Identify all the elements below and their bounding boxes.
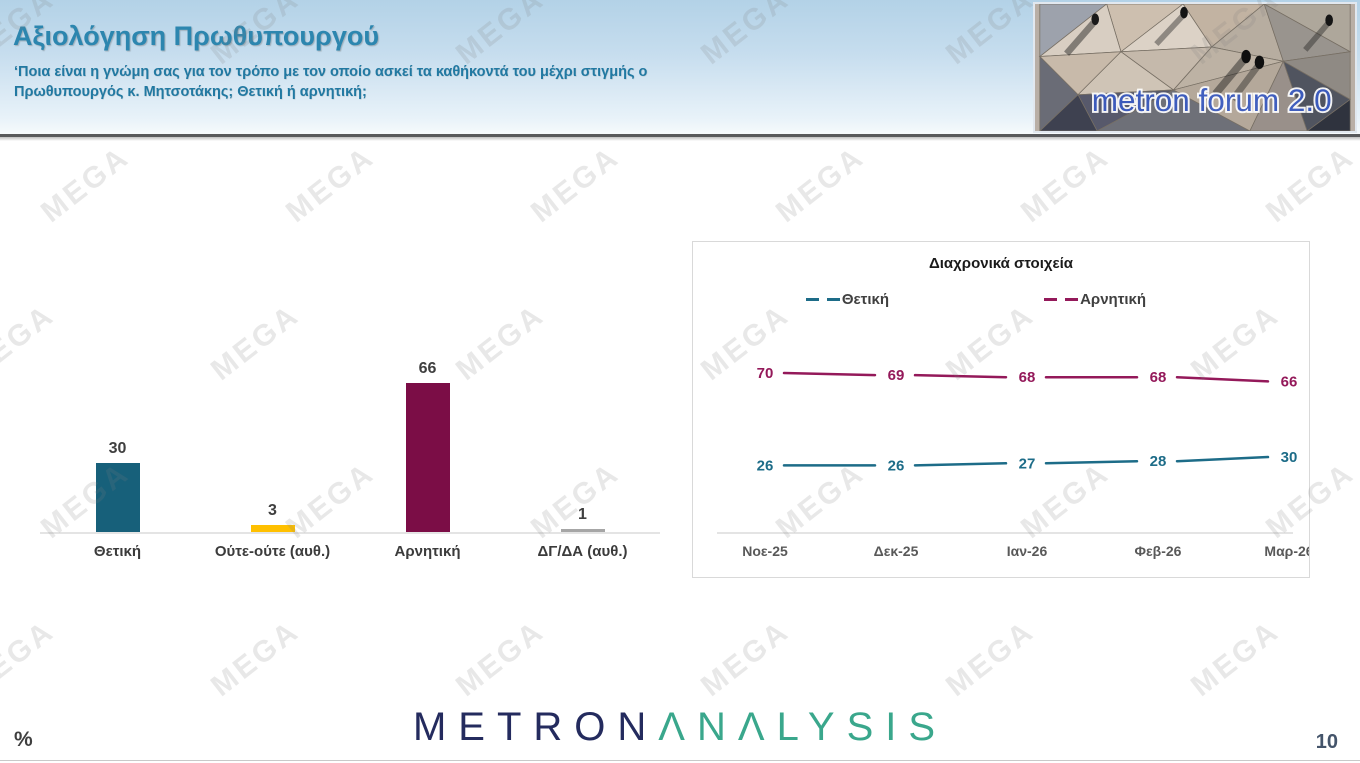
trend-chart-title: Διαχρονικά στοιχεία bbox=[928, 255, 1074, 272]
trend-chart-panel: Νοε-25 Δεκ-25 Ιαν-26 Φεβ-26 Μαρ-26 26 26 27 28 30… bbox=[692, 241, 1310, 578]
data-point-label: 27 bbox=[1019, 455, 1036, 472]
bar-value-label: 3 bbox=[268, 502, 277, 520]
header: Αξιολόγηση Πρωθυπουργού ‘Ποια είναι η γν… bbox=[0, 0, 1360, 134]
line-segment bbox=[1175, 455, 1270, 463]
subtitle-line-2: Πρωθυπουργός κ. Μητσοτάκης; Θετική ή αρν… bbox=[14, 84, 367, 100]
data-point-label: 66 bbox=[1281, 373, 1298, 390]
bars-row: 30 3 66 1 bbox=[40, 360, 660, 532]
data-point-label: 30 bbox=[1281, 449, 1298, 466]
legend-label: Θετική bbox=[841, 291, 890, 308]
line-chart-svg: Νοε-25 Δεκ-25 Ιαν-26 Φεβ-26 Μαρ-26 26 26 27 28 30… bbox=[717, 365, 1309, 559]
plaza-photo-illustration: metron forum 2.0 bbox=[1038, 4, 1352, 131]
bar-column: 1 bbox=[505, 360, 660, 532]
page-number: 10 bbox=[1315, 731, 1338, 753]
line-segment bbox=[1175, 375, 1270, 383]
x-tick-label: Δεκ-25 bbox=[874, 543, 919, 559]
line-segment bbox=[913, 373, 1008, 379]
watermark-text: MEGA bbox=[1185, 614, 1286, 704]
header-divider-line bbox=[0, 134, 1360, 137]
bar bbox=[95, 463, 140, 532]
watermark-text: MEGA bbox=[770, 140, 871, 230]
legend-item: Θετική bbox=[805, 291, 890, 308]
legend-label: Αρνητική bbox=[1080, 291, 1147, 308]
bar-value-label: 66 bbox=[418, 360, 437, 377]
legend-dash-icon bbox=[1044, 298, 1058, 301]
bar-category-label: Θετική bbox=[93, 543, 142, 560]
bar-chart-categories: Θετική Ούτε-ούτε (αυθ.) Αρνητική ΔΓ/ΔΑ (αυθ… bbox=[40, 534, 660, 560]
legend-dash-icon bbox=[826, 298, 840, 301]
bar-chart: 30 3 66 1 Θετική Ούτε-ούτε (αυθ.) Αρνητική ΔΓ/… bbox=[40, 360, 660, 560]
watermark-text: MEGA bbox=[525, 140, 626, 230]
x-tick-label: Φεβ-26 bbox=[1135, 543, 1182, 559]
line-segment bbox=[1044, 459, 1139, 465]
line-segment bbox=[913, 462, 1008, 467]
data-point-label: 26 bbox=[757, 457, 774, 474]
watermark-text: MEGA bbox=[280, 140, 381, 230]
x-tick-label: Νοε-25 bbox=[742, 543, 788, 559]
bar-column: 3 bbox=[195, 360, 350, 532]
data-point-label: 68 bbox=[1150, 369, 1167, 386]
legend-dash-icon bbox=[805, 298, 819, 301]
page-title: Αξιολόγηση Πρωθυπουργού bbox=[13, 21, 380, 51]
bar-value-label: 30 bbox=[108, 440, 127, 457]
bar-chart-axis-line bbox=[40, 532, 660, 534]
watermark-text: MEGA bbox=[1260, 140, 1360, 230]
line-chart-legend: Θετική Αρνητική bbox=[668, 291, 1284, 308]
data-point-label: 69 bbox=[888, 367, 905, 384]
bar bbox=[560, 529, 605, 532]
data-point-label: 70 bbox=[757, 365, 774, 382]
metron-forum-logo-text: metron forum 2.0 bbox=[1092, 82, 1332, 118]
watermark-text: MEGA bbox=[695, 614, 796, 704]
bar-category-label: Αρνητική bbox=[394, 543, 461, 560]
data-point-label: 28 bbox=[1150, 453, 1167, 470]
bar bbox=[250, 525, 295, 532]
bar-value-label: 1 bbox=[578, 506, 587, 523]
watermark-text: MEGA bbox=[1015, 140, 1116, 230]
watermark-text: MEGA bbox=[205, 614, 306, 704]
watermark-text: MEGA bbox=[0, 614, 61, 704]
question-subtitle: ‘Ποια είναι η γνώμη σας για τον τρόπο με… bbox=[14, 62, 647, 102]
x-tick-label: Ιαν-26 bbox=[1007, 543, 1048, 559]
watermark-text: MEGA bbox=[35, 140, 136, 230]
percent-unit-label: % bbox=[14, 728, 33, 751]
line-segment bbox=[782, 371, 877, 377]
footer-divider-line bbox=[0, 760, 1360, 761]
legend-item: Αρνητική bbox=[1044, 291, 1146, 308]
pedestrians bbox=[1064, 6, 1333, 102]
data-point-label: 26 bbox=[888, 457, 905, 474]
metron-forum-logo-image: metron forum 2.0 bbox=[1033, 2, 1357, 133]
watermark-text: MEGA bbox=[940, 614, 1041, 704]
watermark-text: MEGA bbox=[450, 614, 551, 704]
bar-category-label: Ούτε-ούτε (αυθ.) bbox=[214, 543, 331, 560]
metron-analysis-logo-part2: ΛNΛLYSIS bbox=[658, 705, 948, 749]
header-divider-shadow bbox=[0, 137, 1360, 141]
bar-column: 30 bbox=[40, 360, 195, 532]
bar bbox=[405, 383, 450, 532]
bar-column: 66 bbox=[350, 360, 505, 532]
data-point-label: 68 bbox=[1019, 369, 1036, 386]
bar-category-label: ΔΓ/ΔΑ (αυθ.) bbox=[537, 543, 628, 560]
metron-analysis-logo-part1: METRON bbox=[412, 705, 659, 749]
subtitle-line-1: ‘Ποια είναι η γνώμη σας για τον τρόπο με… bbox=[14, 64, 648, 80]
metron-analysis-logo: METRONΛNΛLYSIS bbox=[0, 705, 1360, 750]
x-tick-label: Μαρ-26 bbox=[1264, 543, 1309, 559]
legend-dash-icon bbox=[1065, 298, 1079, 301]
